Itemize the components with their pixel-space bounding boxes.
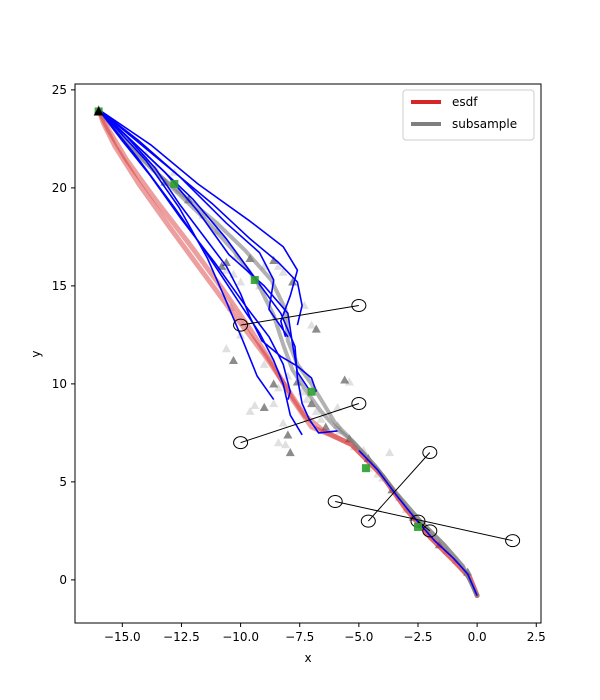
candidate-path-line	[98, 108, 318, 392]
obstacle-triangle	[278, 267, 288, 276]
waypoint-square	[170, 179, 179, 188]
obstacle-triangle	[273, 261, 283, 270]
obstacle-triangle	[269, 255, 279, 264]
y-tick-label: 0	[59, 573, 67, 587]
candidate-path-line	[98, 109, 292, 400]
obstacle-triangle	[259, 359, 269, 368]
anchor-circle	[505, 534, 521, 548]
x-tick-label: −15.0	[104, 630, 141, 644]
anchor-circle	[351, 396, 367, 410]
legend-subsample-label: subsample	[452, 117, 517, 131]
obstacle-triangle	[311, 324, 321, 333]
obstacle-triangle	[221, 344, 231, 353]
candidate-path-line	[98, 108, 338, 434]
candidate-path-line	[98, 108, 289, 338]
anchor-circle	[327, 494, 343, 508]
obstacle-triangle	[288, 277, 298, 286]
obstacle-triangle	[236, 277, 246, 286]
anchor-circle	[233, 318, 249, 332]
y-tick-label: 15	[52, 279, 67, 293]
tether-line	[240, 403, 360, 444]
obstacle-triangle	[281, 440, 291, 449]
obstacle-triangle	[259, 402, 269, 411]
obstacle-triangle	[321, 422, 331, 431]
y-axis-ticks: 0 5 10 15 20 25	[52, 83, 75, 587]
obstacle-triangle	[307, 320, 317, 329]
axes-frame	[74, 83, 542, 624]
waypoint-square	[307, 387, 316, 396]
start-marker	[93, 106, 104, 116]
anchor-circle	[422, 524, 438, 538]
y-tick-label: 5	[59, 475, 67, 489]
candidate-path-line	[358, 449, 478, 596]
anchor-circle	[351, 298, 367, 312]
candidate-paths	[98, 108, 478, 596]
x-tick-label: −10.0	[222, 630, 259, 644]
waypoint-markers	[93, 106, 422, 531]
subsample-series-line	[96, 107, 480, 598]
waypoint-square	[361, 464, 370, 473]
x-tick-label: −5.0	[344, 630, 373, 644]
obstacle-triangle	[269, 398, 279, 408]
obstacle-triangle	[307, 398, 317, 408]
obstacle-triangle	[273, 438, 283, 447]
x-tick-label: 0.0	[468, 630, 487, 644]
y-tick-label: 20	[52, 181, 67, 195]
x-tick-label: 2.5	[527, 630, 546, 644]
obstacle-triangle	[269, 379, 279, 388]
candidate-path-line	[98, 108, 303, 326]
obstacle-triangle	[285, 447, 295, 457]
waypoint-square	[250, 276, 259, 284]
obstacle-triangle	[245, 406, 255, 415]
y-tick-label: 25	[52, 83, 67, 97]
x-tick-label: −7.5	[285, 630, 314, 644]
x-tick-label: −12.5	[163, 630, 200, 644]
obstacle-triangle	[228, 355, 238, 364]
obstacle-triangle	[344, 377, 354, 386]
obstacle-triangle	[311, 406, 321, 415]
obstacle-triangle	[302, 395, 312, 404]
x-tick-label: −2.5	[403, 630, 432, 644]
obstacle-triangle	[283, 371, 293, 380]
obstacle-triangle	[283, 430, 293, 439]
obstacle-triangle	[316, 414, 326, 423]
y-axis-label: y	[29, 350, 43, 357]
x-axis-ticks: −15.0 −12.5 −10.0 −7.5 −5.0 −2.5 0.0 2.5	[104, 623, 546, 644]
obstacle-triangle	[278, 418, 288, 427]
waypoint-square	[413, 522, 422, 531]
legend-esdf-label: esdf	[452, 95, 478, 109]
x-axis-label: x	[304, 651, 311, 665]
anchor-circle	[360, 514, 376, 528]
obstacle-triangle	[250, 400, 260, 410]
tether-line	[335, 500, 513, 542]
obstacle-triangle	[385, 447, 395, 457]
candidate-path-line	[98, 108, 299, 338]
y-tick-label: 10	[52, 377, 67, 391]
obstacle-triangle	[340, 375, 350, 384]
legend: esdf subsample	[402, 89, 535, 141]
obstacle-triangle	[333, 402, 343, 411]
tether-line	[240, 304, 359, 326]
obstacle-triangle	[373, 469, 383, 478]
plot-area	[75, 84, 541, 623]
candidate-path-line	[98, 108, 275, 401]
tether-lines	[233, 298, 521, 548]
anchor-circle	[233, 436, 249, 450]
tether-line	[367, 452, 431, 522]
tether-line	[417, 520, 431, 532]
obstacle-triangle	[273, 383, 283, 392]
anchor-circle	[422, 445, 438, 459]
